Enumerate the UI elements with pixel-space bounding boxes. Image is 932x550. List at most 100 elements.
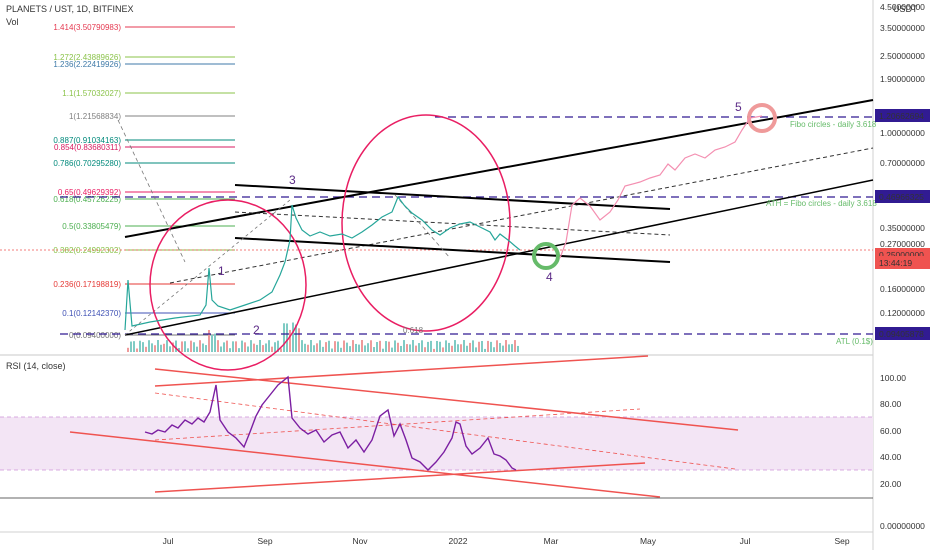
volume-bar: [250, 340, 252, 352]
rsi-tick-label: 80.00: [880, 399, 902, 409]
volume-bar: [289, 329, 291, 352]
fib-circle-1: [149, 199, 307, 371]
wave-label: 3: [289, 173, 296, 187]
volume-bar: [457, 344, 459, 352]
volume-bar: [316, 343, 318, 352]
volume-bar: [148, 340, 150, 352]
volume-label: Vol: [6, 17, 19, 27]
volume-bar: [406, 344, 408, 352]
volume-bar: [277, 340, 279, 352]
volume-bar: [421, 340, 423, 352]
volume-bar: [484, 348, 486, 352]
price-badge-label: 0.09405878: [879, 329, 924, 339]
triangle-mid-line: [234, 211, 671, 236]
wave-label: 2: [253, 323, 260, 337]
volume-bar: [136, 348, 138, 352]
volume-bar: [418, 343, 420, 352]
price-tick-label: 1.00000000: [880, 128, 925, 138]
price-badge: [875, 190, 930, 203]
volume-bar: [268, 340, 270, 352]
volume-bar: [208, 330, 210, 352]
price-badge: [875, 109, 930, 122]
currency-label: USDT: [893, 4, 918, 14]
volume-bar: [451, 345, 453, 352]
volume-bar: [514, 340, 516, 352]
volume-bar: [415, 345, 417, 352]
volume-bar: [508, 344, 510, 352]
fib-level-label: 0.65(0.49629392): [58, 188, 122, 197]
volume-bar: [235, 341, 237, 352]
volume-bar: [145, 346, 147, 352]
fib-diagonal-line: [117, 119, 186, 263]
rsi-trend-lower: [69, 431, 661, 498]
chart-title: PLANETS / UST, 1D, BITFINEX: [6, 4, 134, 14]
volume-bar: [496, 340, 498, 352]
price-tick-label: 0.35000000: [880, 223, 925, 233]
volume-bar: [331, 348, 333, 352]
volume-bar: [202, 343, 204, 352]
volume-bar: [307, 344, 309, 352]
volume-bar: [238, 348, 240, 352]
volume-bars: [127, 322, 519, 352]
projection-line: [559, 115, 763, 259]
fib-circle-2: [341, 114, 511, 332]
volume-bar: [493, 347, 495, 352]
time-tick-label: 2022: [449, 536, 468, 546]
volume-bar: [253, 343, 255, 352]
volume-bar: [310, 340, 312, 352]
volume-bar: [388, 341, 390, 352]
rsi-dashed-up: [154, 408, 641, 441]
volume-bar: [412, 340, 414, 352]
fib-level-label: 0.1(0.12142370): [62, 309, 121, 318]
volume-bar: [172, 342, 174, 352]
volume-bar: [229, 348, 231, 352]
price-tick-label: 4.50000000: [880, 2, 925, 12]
volume-bar: [160, 344, 162, 352]
volume-bar: [142, 342, 144, 352]
volume-bar: [187, 348, 189, 352]
volume-bar: [283, 323, 285, 352]
volume-bar: [301, 340, 303, 352]
volume-bar: [403, 340, 405, 352]
volume-bar: [271, 346, 273, 352]
wave-label: 1: [218, 264, 225, 278]
volume-bar: [166, 340, 168, 352]
volume-bar: [232, 341, 234, 352]
volume-bar: [400, 345, 402, 352]
fib-level-label: 0.887(0.91034163): [53, 136, 121, 145]
volume-bar: [220, 346, 222, 352]
volume-bar: [394, 340, 396, 352]
fib-level-label: 0.854(0.83680311): [54, 143, 121, 152]
volume-bar: [205, 345, 207, 352]
volume-bar: [190, 340, 192, 352]
volume-bar: [217, 340, 219, 352]
fib-level-label: 1.236(2.22419926): [53, 60, 121, 69]
volume-bar: [175, 340, 177, 352]
volume-bar: [367, 343, 369, 352]
volume-bar: [244, 342, 246, 352]
price-tick-label: 0.12000000: [880, 308, 925, 318]
fib-level-label: 1.272(2.43889626): [53, 53, 121, 62]
volume-bar: [352, 340, 354, 352]
price-badge-label: 0.25000000: [879, 250, 924, 260]
rsi-trend-bottom: [154, 462, 646, 493]
volume-bar: [466, 345, 468, 352]
fib-level-label: 1.414(3.50790983): [53, 23, 121, 32]
fib-retracement: 1.414(3.50790983) 1.272(2.43889626)1.236(…: [53, 23, 235, 340]
channel-lower-line: [124, 179, 874, 336]
volume-bar: [193, 342, 195, 352]
volume-bar: [319, 340, 321, 352]
time-tick-label: Sep: [257, 536, 272, 546]
price-tick-label: 0.70000000: [880, 158, 925, 168]
volume-bar: [322, 346, 324, 352]
rsi-tick-label: 40.00: [880, 452, 902, 462]
volume-bar: [184, 341, 186, 352]
volume-bar: [280, 348, 282, 352]
volume-bar: [397, 342, 399, 352]
rsi-tick-label: 20.00: [880, 479, 902, 489]
volume-bar: [259, 340, 261, 352]
volume-bar: [448, 342, 450, 352]
volume-bar: [364, 345, 366, 352]
volume-bar: [463, 340, 465, 352]
